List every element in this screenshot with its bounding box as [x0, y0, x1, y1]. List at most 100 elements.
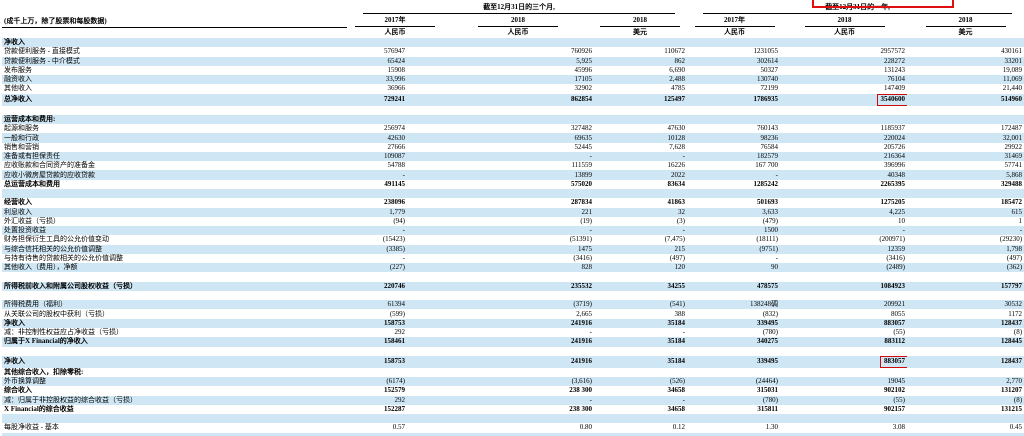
year-header-row: (成千上万，除了股票和每股数据) 2017年 2018 2018 2017年 2… [2, 15, 1024, 28]
value-cell [593, 291, 687, 300]
value-cell: (9751) [759, 244, 778, 253]
spacer-row [2, 290, 1024, 301]
value-cell: - [589, 226, 592, 235]
value-cell: 27666 [387, 142, 406, 151]
value-cell: (3,616) [571, 377, 592, 386]
table-row: 发布服务 15908 45996 6,690 50327 131243 19,089 [2, 65, 1024, 76]
table-row: 运营成本和费用: [2, 114, 1024, 125]
table-row: 应收账款和合同资产的准备金 54788 111559 16226 167 700 3969… [2, 161, 1024, 171]
value-cell [443, 291, 593, 300]
value-cell: 340275 [757, 337, 778, 346]
value-cell: 902102 [884, 386, 905, 395]
value-cell: 235532 [571, 281, 592, 290]
value-cell: 327482 [571, 124, 592, 133]
table-row: 贷款便利服务 - 中介模式 65424 5,925 862 302614 228272 33… [2, 56, 1024, 66]
value-cell: 2957572 [880, 47, 906, 56]
value-cell: 883057 [884, 318, 905, 327]
spacer-row [2, 105, 1024, 115]
table-row: 减：归属于非控股权益的综合收益（亏损） 292 - - (780) (55) (8) [2, 395, 1024, 405]
value-cell: 3540600 [782, 93, 907, 106]
year-label: 2017年 [355, 16, 435, 27]
table-row: 销售和营销 27666 52445 7,628 76584 205726 29922 [2, 142, 1024, 152]
row-label [2, 433, 347, 436]
row-label: 其他综合收入，扣除零税: [4, 367, 84, 376]
value-cell: 32 [678, 207, 685, 216]
value-cell: 862 [674, 56, 686, 65]
value-cell: (3416) [573, 253, 592, 262]
value-cell: 34255 [667, 281, 686, 290]
currency-header-row: 人民币 人民币 美元 人民币 人民币 美元 [2, 28, 1024, 39]
value-cell: 241916 [571, 357, 592, 366]
row-label [2, 272, 347, 281]
units-note: (成千上万，除了股票和每股数据) [2, 15, 347, 28]
spacer-row [2, 414, 1024, 424]
row-label: 每股净收益 - 基本 [4, 423, 59, 432]
row-label: 所得税前收入和附属公司股权收益（亏损） [4, 281, 137, 290]
value-cell: 19,089 [1002, 65, 1023, 74]
value-cell: 147409 [884, 84, 905, 93]
value-cell: (55) [893, 328, 905, 337]
value-cell: 61394 [387, 300, 406, 309]
table-row: 一般和行政 42630 69635 10128 98236 220024 32,001 [2, 133, 1024, 143]
table-row: 融资收入 33,996 17105 2,488 130740 76104 11,069 [2, 75, 1024, 85]
value-cell: 21,440 [1002, 84, 1023, 93]
value-cell: - [589, 395, 592, 404]
value-cell: 13899 [574, 170, 593, 179]
value-cell [593, 189, 687, 198]
value-cell: (24464) [755, 377, 778, 386]
value-cell [443, 272, 593, 281]
value-cell [593, 38, 687, 47]
highlight-box-top-fragment [812, 0, 954, 8]
value-cell: 1786935 [753, 95, 779, 104]
value-cell: 90 [771, 263, 778, 272]
row-label: 归属于X Financial的净收入 [4, 337, 88, 346]
value-cell: 575020 [571, 179, 592, 188]
period-header-quarter-label: 截至12月31日的三个月, [363, 3, 675, 14]
value-cell [347, 38, 443, 47]
value-cell: 125497 [664, 95, 685, 104]
value-cell [347, 414, 443, 423]
value-cell: 4,225 [889, 207, 905, 216]
value-cell: - [682, 328, 685, 337]
spacer-row [2, 188, 1024, 199]
value-cell [782, 189, 907, 198]
value-cell: 29922 [1004, 142, 1023, 151]
value-cell: 4785 [671, 84, 685, 93]
value-cell [687, 368, 782, 377]
table-row: 其他收入 36966 32902 4785 72199 147409 21,440 [2, 84, 1024, 94]
header-spacer [2, 2, 347, 15]
row-label: 所得税费用（福利） [4, 300, 67, 309]
value-cell: 10128 [667, 133, 686, 142]
value-cell: 8055 [891, 309, 905, 318]
value-cell [593, 347, 687, 356]
period-header-quarter: 截至12月31日的三个月, [347, 2, 687, 15]
year-label: 2018 [804, 16, 885, 27]
value-cell: (200971) [879, 235, 905, 244]
value-cell: 158753 [384, 357, 405, 366]
value-cell: 131243 [884, 65, 905, 74]
value-cell: 329488 [1001, 179, 1023, 188]
value-cell: 1475 [578, 244, 592, 253]
value-cell: 760926 [571, 47, 592, 56]
table-row: 与持有待售的贷款相关的公允价值调整 - (3416) (497) - (3416) (497… [2, 253, 1024, 264]
value-cell: (18111) [756, 235, 778, 244]
value-cell [907, 189, 1024, 198]
value-cell: 760143 [757, 124, 778, 133]
row-label [2, 291, 347, 300]
value-cell: (541) [669, 300, 685, 309]
year-col-y-2017: 2017年 [687, 15, 782, 28]
value-cell: 3.08 [892, 423, 905, 432]
value-cell: (599) [389, 309, 405, 318]
year-label: 2018 [478, 16, 558, 27]
row-label: 净收入 [4, 357, 25, 366]
value-cell: 30532 [1004, 300, 1023, 309]
table-row: 与综合信托相关的公允价值调整 (3385) 1475 215 (9751) 12359 1,… [2, 244, 1024, 254]
value-cell [907, 433, 1024, 436]
table-row: 贷款便利服务 - 直接模式 576947 760926 110672 1231055 29… [2, 47, 1024, 57]
row-label: 与持有待售的贷款相关的公允价值调整 [4, 253, 123, 262]
row-label: 减：归属于非控股权益的综合收益（亏损） [4, 395, 137, 404]
table-row: 应收小微房屋贷款的应收贷款 - 13899 2022 - 40348 5,868 [2, 170, 1024, 180]
value-cell: 76104 [887, 75, 906, 84]
